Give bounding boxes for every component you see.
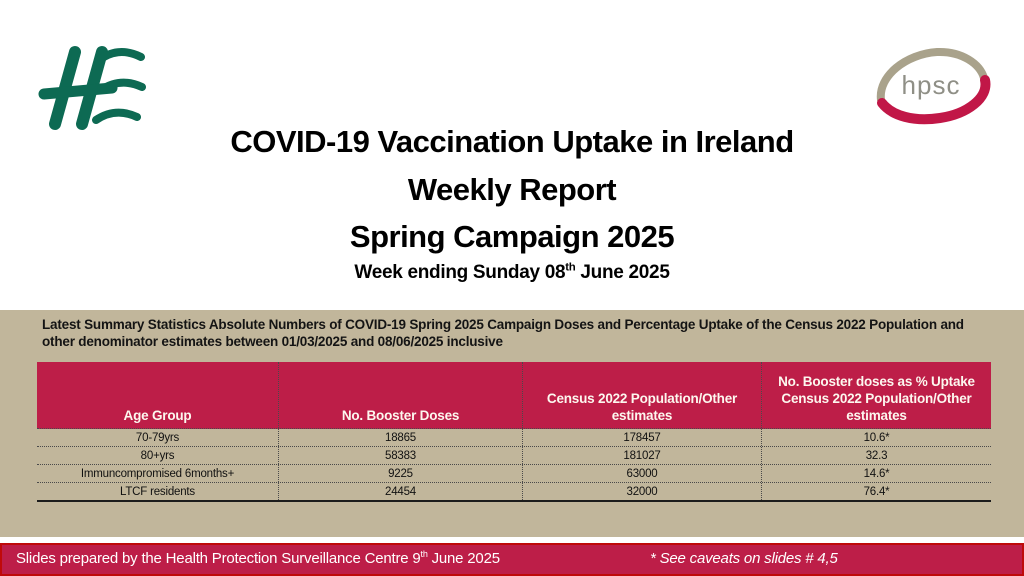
cell-age-group: Immuncompromised 6months+ [80,467,235,480]
statistics-table: Age Group No. Booster Doses Census 2022 … [37,362,991,502]
header-booster-doses: No. Booster Doses [278,362,522,428]
cell-census-population: 32000 [522,483,761,500]
cell-percent-uptake: 14.6* [761,465,991,482]
cell-age-group: LTCF residents [120,485,195,498]
table-header-row: Age Group No. Booster Doses Census 2022 … [37,362,991,429]
cell-booster-doses: 18865 [278,429,522,446]
footer-bar: Slides prepared by the Health Protection… [0,543,1024,576]
cell-census-population: 181027 [522,447,761,464]
summary-heading: Latest Summary Statistics Absolute Numbe… [42,317,964,349]
title-line-1: COVID-19 Vaccination Uptake in Ireland [230,124,794,159]
title-subtitle: Week ending Sunday 08th June 2025 [0,260,1024,286]
footer-text: Slides prepared by the Health Protection… [16,550,421,567]
cell-age-group: 80+yrs [140,449,175,462]
table-row: LTCF residents 24454 32000 76.4* [37,483,991,502]
cell-percent-uptake: 10.6* [761,429,991,446]
hpsc-logo: hpsc [864,38,998,136]
cell-percent-uptake: 76.4* [761,483,991,500]
table-row: Immuncompromised 6months+ 9225 63000 14.… [37,465,991,483]
hpsc-logo-icon: hpsc [876,47,991,125]
cell-booster-doses: 24454 [278,483,522,500]
footer-prepared-by: Slides prepared by the Health Protection… [16,549,500,568]
header-census-population: Census 2022 Population/Other estimates [522,362,761,428]
title-line-3: Spring Campaign 2025 [349,219,675,254]
cell-booster-doses: 58383 [278,447,522,464]
header-percent-uptake: No. Booster doses as % Uptake Census 202… [761,362,991,428]
footer-caveats-note: * See caveats on slides # 4,5 [650,550,838,567]
header-age-group: Age Group [123,408,192,423]
subtitle-text: Week ending Sunday 08 [354,262,566,283]
subtitle-superscript: th [565,261,576,274]
cell-percent-uptake: 32.3 [761,447,991,464]
table-row: 70-79yrs 18865 178457 10.6* [37,429,991,447]
hse-logo-icon [38,46,146,130]
cell-age-group: 70-79yrs [135,431,180,444]
subtitle-text-end: June 2025 [575,262,670,283]
title-line-2: Weekly Report [407,172,617,207]
table-row: 80+yrs 58383 181027 32.3 [37,447,991,465]
footer-superscript: th [420,549,428,559]
cell-census-population: 178457 [522,429,761,446]
cell-census-population: 63000 [522,465,761,482]
hse-logo [30,44,148,132]
hpsc-logo-text: hpsc [902,70,961,100]
footer-text-end: June 2025 [427,550,500,567]
title-block: COVID-19 Vaccination Uptake in Ireland W… [0,118,1024,286]
cell-booster-doses: 9225 [278,465,522,482]
